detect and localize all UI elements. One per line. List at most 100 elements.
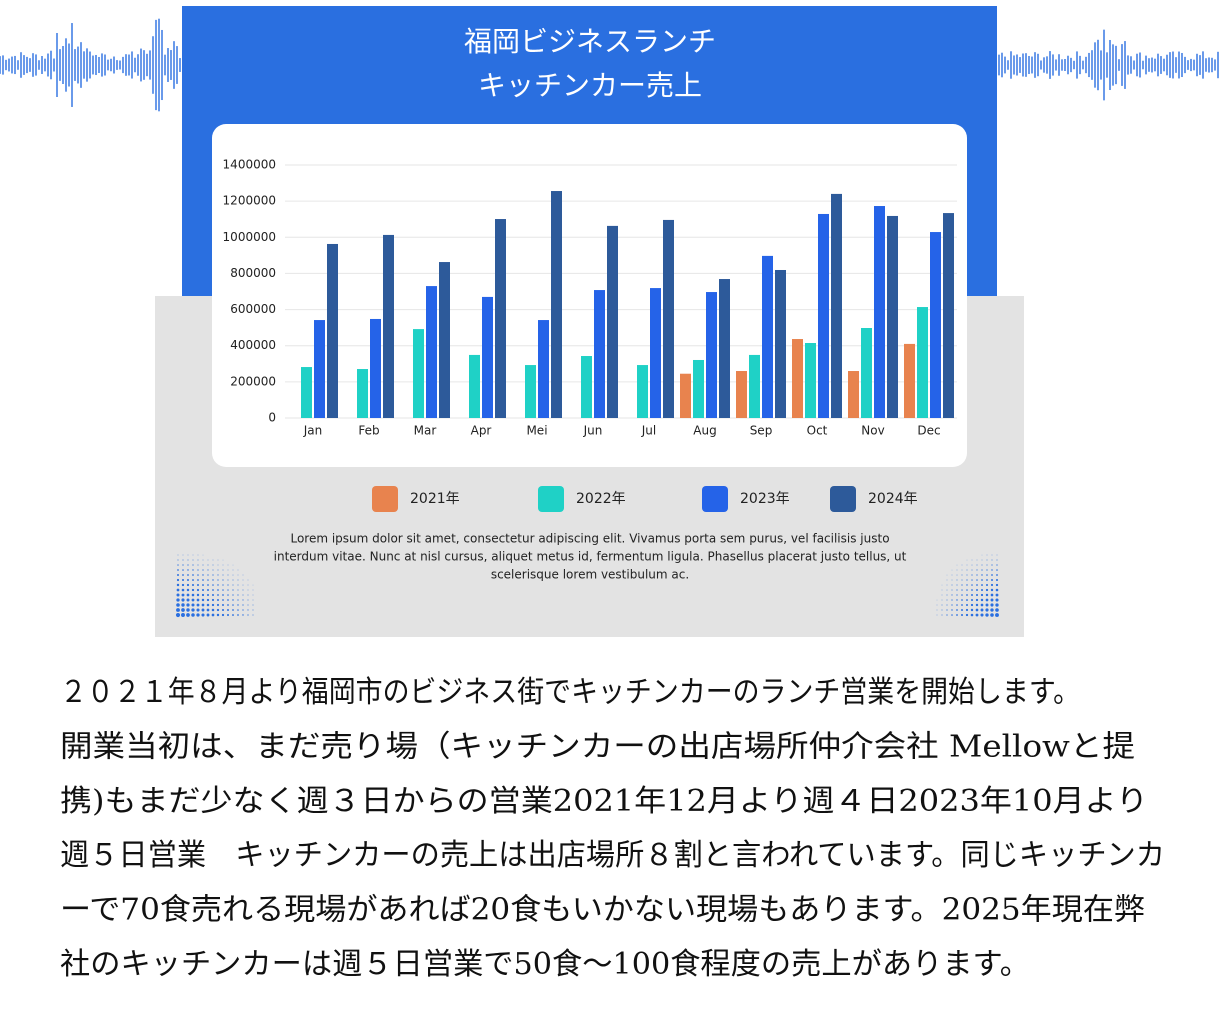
halftone-dot bbox=[232, 574, 234, 576]
bar bbox=[943, 213, 954, 418]
halftone-dot bbox=[211, 598, 215, 602]
halftone-dot bbox=[191, 613, 195, 617]
halftone-dot bbox=[986, 569, 988, 571]
x-tick-label: Mei bbox=[526, 424, 547, 438]
halftone-dot bbox=[981, 564, 983, 566]
halftone-dot bbox=[181, 583, 185, 587]
bar bbox=[917, 307, 928, 418]
halftone-dot bbox=[212, 564, 214, 566]
halftone-dot bbox=[946, 614, 948, 616]
halftone-dot bbox=[237, 599, 239, 601]
halftone-dot bbox=[182, 554, 184, 556]
halftone-dot bbox=[951, 589, 953, 591]
bar bbox=[469, 354, 480, 418]
bar bbox=[607, 225, 618, 418]
halftone-dot bbox=[232, 579, 234, 581]
halftone-dot bbox=[232, 564, 234, 566]
halftone-dot bbox=[975, 593, 979, 597]
bar bbox=[736, 371, 747, 418]
halftone-dot bbox=[956, 599, 958, 601]
halftone-dot bbox=[176, 608, 180, 612]
bar bbox=[693, 359, 704, 418]
halftone-dot bbox=[212, 579, 214, 581]
halftone-dot bbox=[936, 614, 938, 616]
halftone-dot bbox=[956, 589, 958, 591]
halftone-dot bbox=[202, 584, 204, 586]
halftone-dot bbox=[227, 574, 229, 576]
halftone-dot bbox=[237, 589, 239, 591]
halftone-dot bbox=[990, 583, 994, 587]
halftone-dot bbox=[197, 579, 199, 581]
halftone-dot bbox=[217, 599, 219, 601]
halftone-dot bbox=[985, 593, 989, 597]
halftone-dot bbox=[232, 599, 234, 601]
halftone-dot bbox=[956, 574, 958, 576]
halftone-dot bbox=[961, 594, 963, 596]
y-tick-label: 600000 bbox=[230, 302, 276, 316]
halftone-dot bbox=[222, 584, 224, 586]
halftone-dot bbox=[207, 584, 209, 586]
halftone-dot bbox=[991, 569, 993, 571]
halftone-dot bbox=[181, 603, 185, 607]
halftone-dot bbox=[966, 599, 968, 601]
halftone-dot bbox=[237, 614, 239, 616]
halftone-dot bbox=[202, 569, 204, 571]
halftone-dot bbox=[981, 559, 983, 561]
bar bbox=[357, 369, 368, 418]
bar bbox=[650, 288, 661, 418]
halftone-dot bbox=[222, 599, 224, 601]
bar bbox=[818, 213, 829, 418]
y-tick-label: 400000 bbox=[230, 338, 276, 352]
chart-title: 福岡ビジネスランチ bbox=[464, 25, 716, 58]
halftone-dot bbox=[182, 569, 184, 571]
halftone-dot bbox=[986, 574, 988, 576]
halftone-dot bbox=[995, 608, 999, 612]
halftone-dot bbox=[965, 613, 969, 617]
halftone-dot bbox=[252, 599, 254, 601]
halftone-dot bbox=[187, 554, 189, 556]
halftone-dot bbox=[201, 593, 205, 597]
bar bbox=[594, 290, 605, 418]
halftone-dot bbox=[197, 554, 199, 556]
halftone-dot bbox=[971, 559, 973, 561]
bar bbox=[861, 328, 872, 418]
halftone-dot bbox=[176, 603, 180, 607]
halftone-dot bbox=[247, 604, 249, 606]
halftone-dot bbox=[252, 609, 254, 611]
halftone-dot bbox=[991, 579, 993, 581]
halftone-dot bbox=[960, 613, 964, 617]
halftone-dot bbox=[252, 604, 254, 606]
halftone-dot bbox=[182, 574, 184, 576]
x-tick-label: Dec bbox=[917, 424, 940, 438]
halftone-dot bbox=[206, 608, 210, 612]
halftone-dot bbox=[986, 554, 988, 556]
halftone-dot bbox=[207, 589, 209, 591]
halftone-dot bbox=[177, 574, 179, 576]
halftone-dot bbox=[202, 559, 204, 561]
halftone-dot bbox=[941, 589, 943, 591]
bar bbox=[327, 243, 338, 418]
halftone-dot bbox=[217, 559, 219, 561]
halftone-dot bbox=[956, 594, 958, 596]
halftone-dot bbox=[217, 584, 219, 586]
bar bbox=[775, 269, 786, 418]
halftone-dot bbox=[182, 559, 184, 561]
bar bbox=[495, 219, 506, 418]
halftone-dot bbox=[207, 564, 209, 566]
x-tick-label: Sep bbox=[750, 424, 773, 438]
bar bbox=[413, 329, 424, 418]
halftone-dot bbox=[191, 588, 195, 592]
halftone-dot bbox=[985, 603, 989, 607]
y-tick-label: 0 bbox=[268, 411, 276, 425]
legend-label: 2024年 bbox=[868, 491, 918, 507]
halftone-dot bbox=[252, 584, 254, 586]
halftone-dot bbox=[976, 569, 978, 571]
article-line: 開業当初は、まだ売り場（キッチンカーの出店場所仲介会社 Mellowと提 bbox=[60, 729, 1135, 764]
halftone-dot bbox=[976, 579, 978, 581]
halftone-dot bbox=[192, 574, 194, 576]
halftone-dot bbox=[980, 608, 984, 612]
halftone-dot bbox=[975, 613, 979, 617]
halftone-dot bbox=[227, 609, 229, 611]
halftone-dot bbox=[227, 579, 229, 581]
